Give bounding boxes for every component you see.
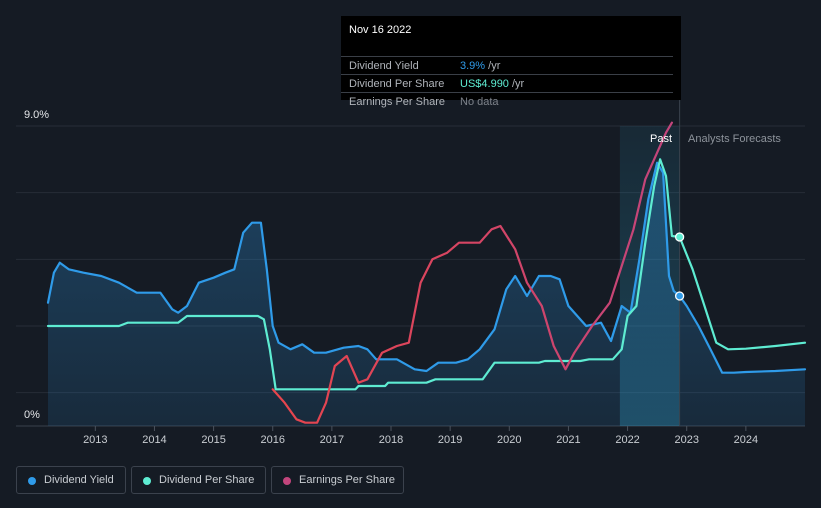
x-tick-label: 2016 bbox=[260, 434, 284, 446]
legend-item-dividend-per-share[interactable]: Dividend Per Share bbox=[131, 466, 266, 494]
tooltip-row-earnings-per-share: Earnings Per Share No data bbox=[341, 92, 673, 108]
dividend-per-share-marker bbox=[674, 232, 685, 242]
legend-label: Dividend Yield bbox=[44, 474, 114, 486]
x-tick-label: 2019 bbox=[438, 434, 462, 446]
tooltip-value: No data bbox=[460, 96, 499, 108]
dividend-yield-line bbox=[46, 161, 807, 374]
cursor-markers bbox=[674, 232, 685, 301]
x-tick-label: 2021 bbox=[556, 434, 580, 446]
forecast-label: Analysts Forecasts bbox=[688, 133, 781, 145]
tooltip-value-number: No data bbox=[460, 96, 499, 108]
x-tick-label: 2023 bbox=[674, 434, 698, 446]
legend-dot-icon bbox=[28, 477, 36, 485]
x-tick-label: 2015 bbox=[201, 434, 225, 446]
legend-dot-icon bbox=[143, 477, 151, 485]
legend-label: Dividend Per Share bbox=[159, 474, 255, 486]
tooltip: Nov 16 2022 Dividend Yield 3.9% /yr Divi… bbox=[341, 16, 681, 108]
x-tick-label: 2020 bbox=[497, 434, 521, 446]
tooltip-value-number: 3.9% bbox=[460, 60, 486, 72]
x-tick-label: 2022 bbox=[615, 434, 639, 446]
x-tick-label: 2018 bbox=[379, 434, 403, 446]
legend-label: Earnings Per Share bbox=[299, 474, 395, 486]
dividend-yield-area bbox=[48, 162, 805, 426]
tooltip-row-dividend-yield: Dividend Yield 3.9% /yr bbox=[341, 56, 673, 75]
dividend-yield-marker bbox=[674, 291, 685, 301]
x-tick-label: 2017 bbox=[320, 434, 344, 446]
tooltip-unit: /yr bbox=[485, 60, 501, 72]
x-axis: 2013 2014 2015 2016 2017 2018 2019 2020 2021 2022… bbox=[83, 426, 758, 446]
dividend-per-share-line bbox=[46, 158, 807, 391]
legend-item-dividend-yield[interactable]: Dividend Yield bbox=[16, 466, 126, 494]
tooltip-value: 3.9% /yr bbox=[460, 60, 500, 72]
y-tick-label-bottom: 0% bbox=[24, 409, 40, 421]
tooltip-row-dividend-per-share: Dividend Per Share US$4.990 /yr bbox=[341, 74, 673, 93]
past-label: Past bbox=[650, 133, 672, 145]
x-tick-label: 2014 bbox=[142, 434, 166, 446]
x-tick-label: 2013 bbox=[83, 434, 107, 446]
tooltip-label: Earnings Per Share bbox=[349, 96, 445, 108]
tooltip-label: Dividend Yield bbox=[349, 60, 419, 72]
y-tick-label-top: 9.0% bbox=[24, 109, 49, 121]
legend-item-earnings-per-share[interactable]: Earnings Per Share bbox=[271, 466, 404, 494]
tooltip-value-number: US$4.990 bbox=[460, 78, 509, 90]
earnings-per-share-line bbox=[271, 121, 673, 424]
tooltip-label: Dividend Per Share bbox=[349, 78, 445, 90]
x-tick-label: 2024 bbox=[734, 434, 758, 446]
tooltip-value: US$4.990 /yr bbox=[460, 78, 524, 90]
series-layer bbox=[46, 121, 807, 426]
legend-dot-icon bbox=[283, 477, 291, 485]
tooltip-date: Nov 16 2022 bbox=[349, 24, 412, 36]
tooltip-unit: /yr bbox=[508, 78, 525, 90]
